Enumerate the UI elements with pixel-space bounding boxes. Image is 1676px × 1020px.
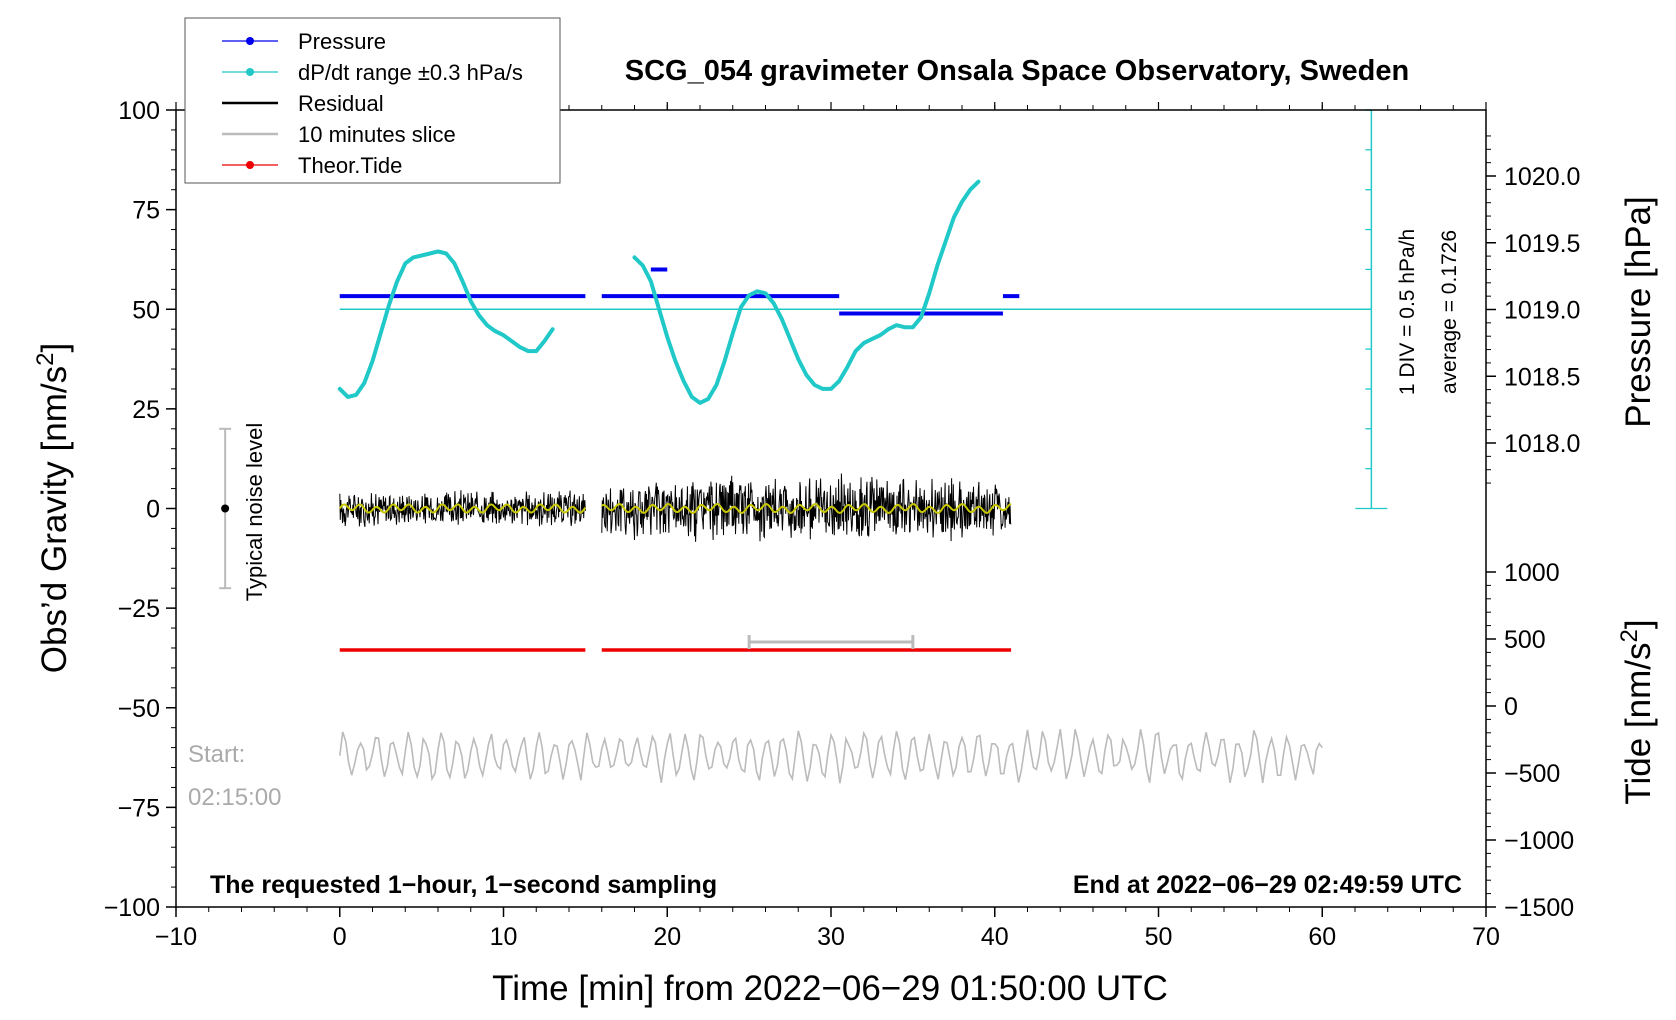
x-tick-label: 40 bbox=[981, 923, 1009, 951]
x-tick-label: 20 bbox=[653, 923, 681, 951]
x-tick-label: −10 bbox=[155, 923, 197, 951]
noise-bar-dot bbox=[221, 504, 230, 513]
y-tick-label: 75 bbox=[132, 197, 160, 225]
y-axis-label-tide-end: ] bbox=[1619, 619, 1658, 629]
y-tick-label: 100 bbox=[118, 97, 160, 125]
legend: Pressure dP/dt range ±0.3 hPa/s Residual 10… bbox=[184, 17, 561, 184]
pressure-tick-label: 1018.0 bbox=[1504, 430, 1580, 458]
legend-marker bbox=[246, 161, 254, 169]
y-axis-label-tide: Tide [nm/s2] bbox=[1616, 619, 1658, 804]
footer-right-note: End at 2022−06−29 02:49:59 UTC bbox=[1073, 871, 1462, 899]
start-label: Start: bbox=[188, 741, 245, 768]
legend-marker bbox=[246, 37, 254, 45]
division-scale-label: 1 DIV = 0.5 hPa/h bbox=[1396, 229, 1419, 395]
chart-title: SCG_054 gravimeter Onsala Space Observat… bbox=[625, 55, 1409, 87]
tide-tick-label: −1500 bbox=[1504, 894, 1574, 922]
legend-marker bbox=[246, 68, 254, 76]
average-label: average = 0.1726 bbox=[1438, 230, 1461, 394]
y-tick-label: −25 bbox=[118, 595, 160, 623]
dpdt-line bbox=[632, 179, 981, 405]
x-tick-label: 30 bbox=[817, 923, 845, 951]
pressure-tick-label: 1020.0 bbox=[1504, 163, 1580, 191]
y-tick-label: 50 bbox=[132, 296, 160, 324]
y-tick-label: −50 bbox=[118, 695, 160, 723]
legend-label: 10 minutes slice bbox=[298, 122, 456, 147]
tide-tick-label: 0 bbox=[1504, 693, 1518, 721]
tide-tick-label: −500 bbox=[1504, 760, 1560, 788]
x-tick-label: 50 bbox=[1145, 923, 1173, 951]
y-axis-label-left-text: Obs’d Gravity [nm/s bbox=[35, 366, 74, 673]
y-tick-label: −75 bbox=[118, 794, 160, 822]
dpdt-line bbox=[337, 249, 555, 399]
noise-level-label: Typical noise level bbox=[242, 423, 267, 602]
residual-smoothed-line bbox=[338, 503, 587, 514]
pressure-tick-label: 1019.0 bbox=[1504, 297, 1580, 325]
y-axis-label-left-sup: 2 bbox=[32, 353, 59, 366]
plot-layer bbox=[219, 109, 1388, 784]
ticks-layer: −10 0 10 20 30 40 50 60 701007550250−25−50−75−10… bbox=[104, 97, 1581, 951]
slice-line bbox=[339, 728, 1323, 784]
residual-smoothed-line bbox=[601, 503, 1012, 514]
legend-label: Pressure bbox=[298, 29, 386, 54]
x-tick-label: 60 bbox=[1308, 923, 1336, 951]
legend-box bbox=[184, 17, 561, 184]
y-tick-label: −100 bbox=[104, 894, 160, 922]
y-axis-label-left-end: ] bbox=[35, 343, 74, 353]
legend-label: Theor.Tide bbox=[298, 153, 402, 178]
y-axis-label-pressure: Pressure [hPa] bbox=[1619, 196, 1658, 428]
start-time: 02:15:00 bbox=[188, 784, 281, 811]
x-tick-label: 70 bbox=[1472, 923, 1500, 951]
footer-left-note: The requested 1−hour, 1−second sampling bbox=[210, 871, 717, 899]
x-tick-label: 10 bbox=[490, 923, 518, 951]
x-axis-label: Time [min] from 2022−06−29 01:50:00 UTC bbox=[492, 969, 1168, 1008]
pressure-tick-label: 1018.5 bbox=[1504, 363, 1580, 391]
tide-tick-label: 500 bbox=[1504, 626, 1546, 654]
y-tick-label: 25 bbox=[132, 396, 160, 424]
y-axis-label-left: Obs’d Gravity [nm/s2] bbox=[32, 343, 74, 673]
y-axis-label-tide-text: Tide [nm/s bbox=[1619, 643, 1658, 805]
y-axis-label-tide-sup: 2 bbox=[1616, 629, 1643, 642]
pressure-tick-label: 1019.5 bbox=[1504, 230, 1580, 258]
tide-tick-label: −1000 bbox=[1504, 827, 1574, 855]
x-tick-label: 0 bbox=[333, 923, 347, 951]
tide-tick-label: 1000 bbox=[1504, 559, 1560, 587]
legend-label: dP/dt range ±0.3 hPa/s bbox=[298, 60, 523, 85]
legend-label: Residual bbox=[298, 91, 384, 116]
y-tick-label: 0 bbox=[146, 496, 160, 524]
